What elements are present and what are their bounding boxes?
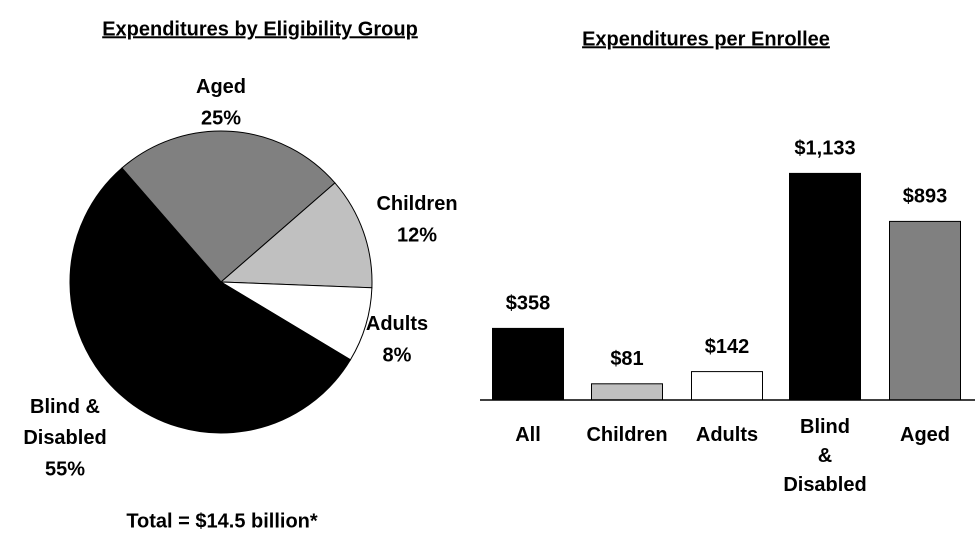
bar <box>691 371 763 401</box>
slice-label: Blind & Disabled <box>23 396 106 449</box>
slice-label: Aged <box>196 76 246 98</box>
bar <box>889 220 961 401</box>
x-tick-label: All <box>515 424 541 446</box>
bar-value-label: $1,133 <box>794 138 855 160</box>
pie-slice <box>219 182 373 289</box>
bar <box>492 327 564 401</box>
x-tick-label: Adults <box>696 424 758 446</box>
bar <box>591 383 663 401</box>
bar-title: Expenditures per Enrollee <box>582 28 830 50</box>
bar-value-label: $893 <box>903 186 948 208</box>
pie-slice <box>121 130 336 283</box>
slice-label: Children <box>376 193 457 215</box>
x-tick-label: Aged <box>900 424 950 446</box>
x-tick-label: Blind & Disabled <box>783 416 866 496</box>
pie-title: Expenditures by Eligibility Group <box>102 18 418 40</box>
pie-note: Total = $14.5 billion* <box>126 510 318 532</box>
bar-value-label: $358 <box>506 293 551 315</box>
bar <box>789 172 861 401</box>
bar-value-label: $81 <box>610 348 643 370</box>
slice-value-label: 55% <box>45 458 85 480</box>
bar-value-label: $142 <box>705 336 750 358</box>
slice-label: Adults <box>366 313 428 335</box>
x-tick-label: Children <box>586 424 667 446</box>
slice-value-label: 12% <box>397 224 437 246</box>
pie-slice <box>69 167 352 434</box>
slice-value-label: 25% <box>201 107 241 129</box>
slice-value-label: 8% <box>383 344 412 366</box>
